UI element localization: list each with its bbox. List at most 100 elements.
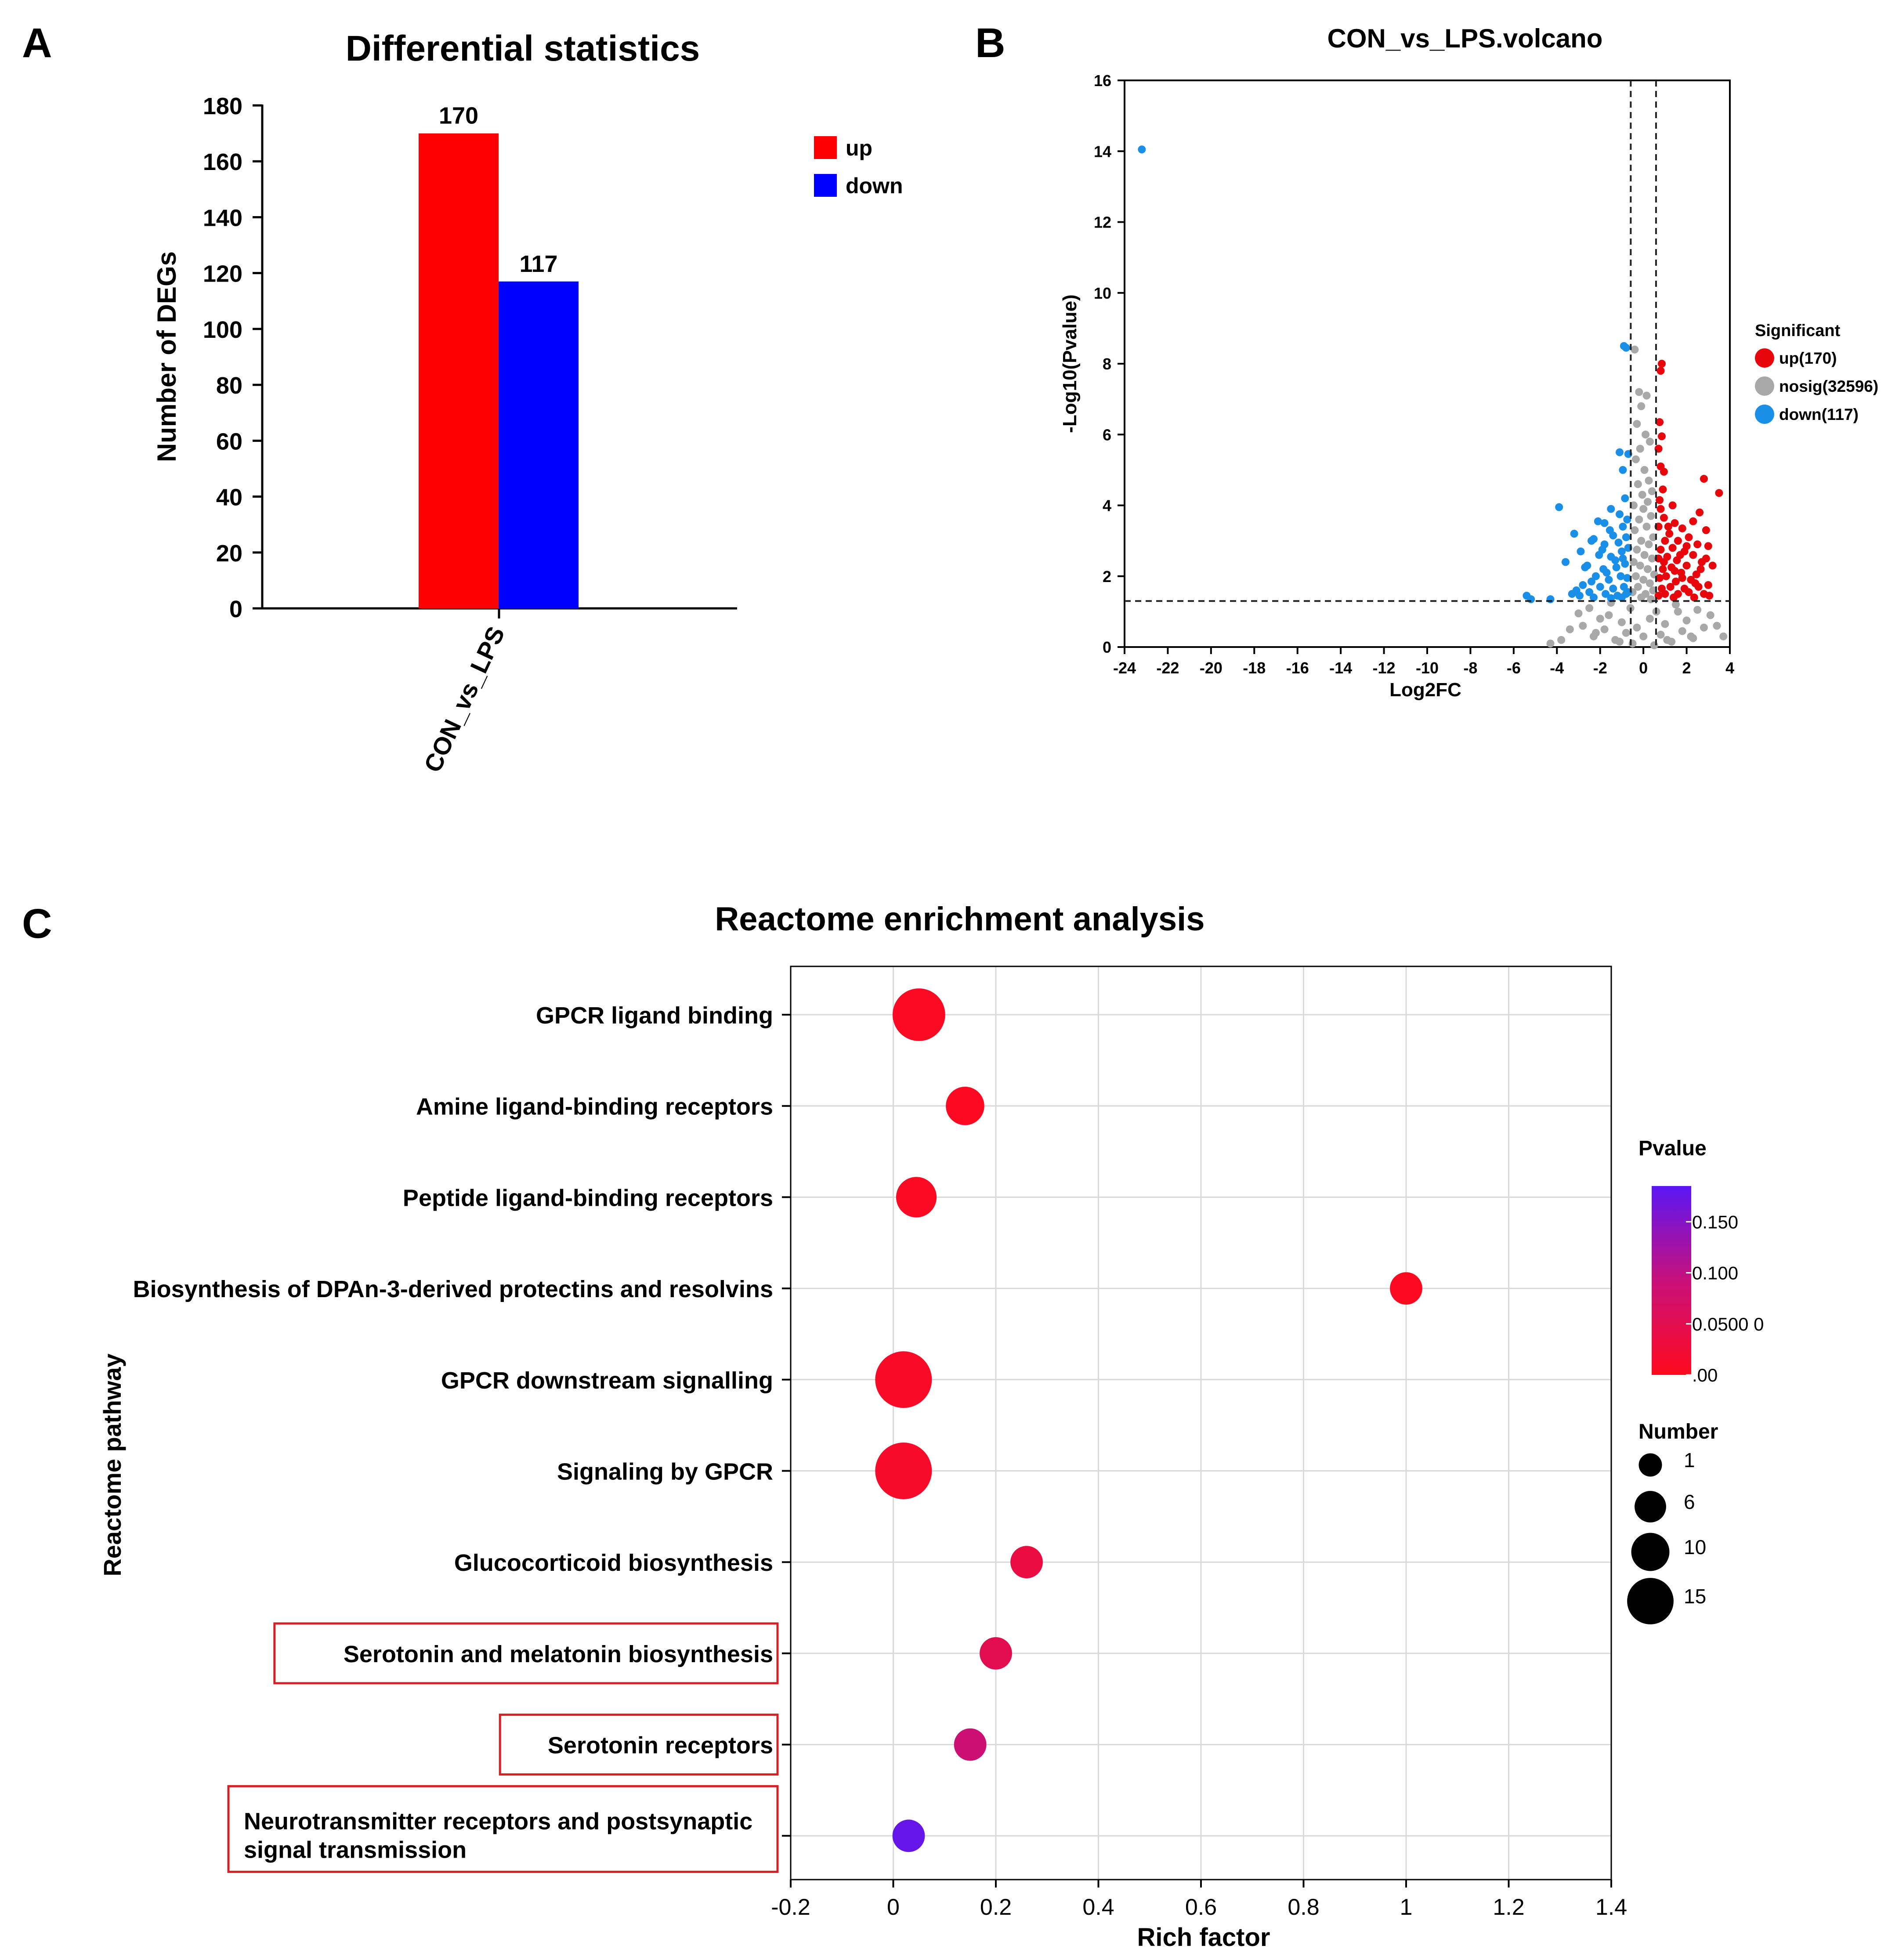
- volcano-point-up: [1670, 593, 1678, 602]
- volcano-x-tick-label: -16: [1286, 659, 1309, 677]
- volcano-point-down: [1619, 522, 1627, 531]
- volcano-point-up: [1696, 508, 1704, 517]
- bar-chart-y-tick-label: 180: [203, 93, 242, 119]
- volcano-point-up: [1656, 496, 1664, 504]
- volcano-title: CON_vs_LPS.volcano: [1327, 24, 1603, 53]
- volcano-point-down: [1622, 533, 1630, 542]
- volcano-point-nosig: [1579, 622, 1587, 630]
- enrichment-bubble: [875, 1443, 932, 1499]
- colorbar-tick-label: 0.150: [1692, 1211, 1738, 1232]
- volcano-point-up: [1715, 489, 1723, 497]
- volcano-x-tick-label: -4: [1550, 659, 1564, 677]
- volcano-point-down: [1572, 586, 1581, 594]
- bar-chart-y-tick-label: 40: [216, 485, 242, 511]
- panel-c-letter: C: [22, 900, 52, 947]
- pathway-label: Neurotransmitter receptors and postsynap…: [244, 1808, 752, 1834]
- volcano-point-nosig: [1637, 537, 1646, 545]
- volcano-point-nosig: [1631, 572, 1640, 580]
- volcano-point-nosig: [1648, 554, 1656, 563]
- pathway-highlight-box: [227, 1785, 779, 1873]
- volcano-point-down: [1623, 515, 1631, 524]
- volcano-point-nosig: [1637, 593, 1646, 602]
- enrichment-bubble: [892, 988, 945, 1041]
- enrichment-bubble: [946, 1086, 984, 1125]
- enrichment-x-tick-label: 0.6: [1185, 1895, 1217, 1920]
- volcano-point-down: [1617, 547, 1626, 556]
- bar-chart-y-ticks: 0 20 40 60 80 100 120 140 160 180: [203, 93, 262, 622]
- volcano-point-nosig: [1687, 632, 1695, 640]
- volcano-point-up: [1656, 574, 1664, 582]
- volcano-x-tick-label: -14: [1329, 659, 1352, 677]
- volcano-point-nosig: [1557, 636, 1566, 644]
- volcano-point-up: [1660, 558, 1668, 566]
- enrichment-x-tick-label: 1.4: [1595, 1895, 1627, 1920]
- volcano-point-nosig: [1591, 629, 1600, 637]
- volcano-y-tick-label: 2: [1103, 568, 1111, 586]
- size-legend-label: 10: [1684, 1536, 1706, 1559]
- volcano-point-up: [1671, 577, 1680, 586]
- bar-up: [419, 133, 499, 609]
- volcano-point-down: [1609, 584, 1617, 593]
- bar-chart-y-tick-label: 120: [203, 261, 242, 287]
- volcano-point-nosig: [1642, 391, 1651, 400]
- volcano-y-axis-label: -Log10(Pvalue): [1059, 294, 1081, 433]
- size-legend-circle: [1635, 1491, 1666, 1522]
- pvalue-colorbar: [1652, 1186, 1691, 1375]
- enrichment-x-tick-label: 0.8: [1288, 1895, 1319, 1920]
- enrichment-bubble: [892, 1819, 925, 1852]
- volcano-y-tick-label: 14: [1094, 142, 1111, 160]
- volcano-point-nosig: [1631, 526, 1639, 534]
- volcano-point-down: [1616, 448, 1624, 456]
- colorbar-tick-label: 0.0500 0: [1692, 1314, 1764, 1334]
- volcano-x-tick-label: -22: [1156, 659, 1179, 677]
- volcano-point-up: [1657, 360, 1666, 368]
- volcano-point-nosig: [1646, 615, 1654, 623]
- enrichment-x-tick-label: 0: [887, 1895, 900, 1920]
- volcano-point-nosig: [1713, 622, 1721, 630]
- volcano-point-nosig: [1671, 600, 1680, 609]
- volcano-point-up: [1682, 542, 1691, 550]
- volcano-y-tick-label: 6: [1103, 426, 1111, 444]
- volcano-point-nosig: [1693, 606, 1702, 614]
- volcano-point-up: [1700, 590, 1708, 598]
- volcano-point-nosig: [1647, 595, 1655, 604]
- pathway-label: Signaling by GPCR: [557, 1459, 773, 1485]
- volcano-point-down: [1591, 572, 1600, 580]
- volcano-point-down: [1581, 563, 1589, 571]
- volcano-point-nosig: [1629, 501, 1638, 510]
- volcano-y-tick-label: 12: [1094, 213, 1111, 231]
- volcano-point-up: [1691, 579, 1700, 587]
- volcano-point-down: [1600, 519, 1609, 527]
- volcano-point-nosig: [1645, 477, 1653, 485]
- volcano-point-up: [1659, 565, 1667, 573]
- volcano-point-nosig: [1635, 388, 1643, 396]
- volcano-point-nosig: [1706, 611, 1714, 619]
- volcano-x-tick-label: -10: [1416, 659, 1439, 677]
- enrichment-bubbles: [875, 988, 1422, 1852]
- legend-swatch-up: [814, 136, 837, 159]
- volcano-point-nosig: [1633, 420, 1641, 428]
- volcano-point-nosig: [1674, 608, 1682, 616]
- bar-chart-bars: 170 117: [419, 103, 579, 609]
- size-legend-label: 15: [1684, 1585, 1706, 1608]
- volcano-y-tick-label: 10: [1094, 284, 1111, 302]
- volcano-point-up: [1704, 581, 1712, 589]
- volcano-point-nosig: [1622, 629, 1630, 637]
- pathway-label: Serotonin and melatonin biosynthesis: [344, 1641, 773, 1667]
- volcano-point-down: [1598, 546, 1606, 554]
- volcano-point-up: [1668, 544, 1677, 552]
- enrichment-bubble: [954, 1728, 987, 1761]
- volcano-point-up: [1657, 432, 1666, 441]
- volcano-point-up: [1676, 551, 1684, 559]
- volcano-point-down: [1605, 575, 1613, 584]
- volcano-point-nosig: [1600, 625, 1609, 633]
- volcano-x-tick-label: -8: [1463, 659, 1477, 677]
- volcano-x-tick-label: -6: [1507, 659, 1521, 677]
- volcano-point-up: [1678, 574, 1686, 582]
- bar-chart-y-tick-label: 20: [216, 540, 242, 567]
- volcano-point-up: [1660, 514, 1668, 522]
- volcano-point-nosig: [1639, 505, 1648, 513]
- volcano-point-down: [1607, 505, 1615, 513]
- size-legend-circle: [1631, 1533, 1670, 1571]
- volcano-point-down: [1555, 503, 1563, 511]
